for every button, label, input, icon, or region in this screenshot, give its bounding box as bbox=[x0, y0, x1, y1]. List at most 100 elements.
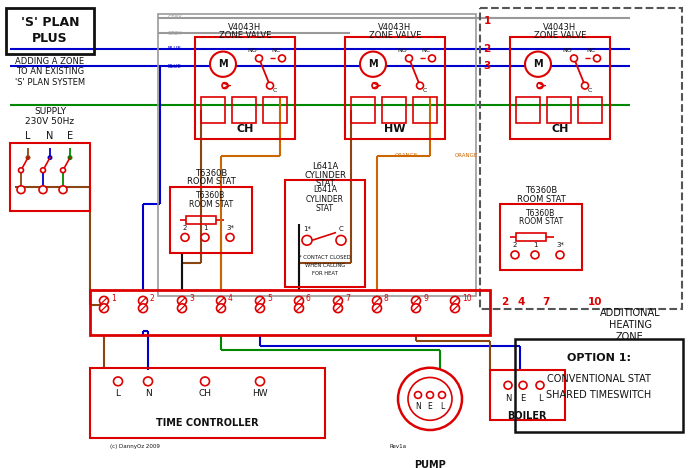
Text: 2: 2 bbox=[513, 242, 518, 248]
Bar bbox=[413, 97, 437, 123]
Circle shape bbox=[556, 251, 564, 259]
Circle shape bbox=[226, 234, 234, 241]
Bar bbox=[547, 97, 571, 123]
Text: NC: NC bbox=[422, 48, 431, 53]
Bar bbox=[186, 216, 216, 224]
Text: NC: NC bbox=[586, 48, 595, 53]
Text: 8: 8 bbox=[384, 294, 388, 303]
Text: 9: 9 bbox=[423, 294, 428, 303]
Text: 1: 1 bbox=[533, 242, 538, 248]
Bar bbox=[578, 97, 602, 123]
Text: C: C bbox=[423, 88, 427, 93]
Bar bbox=[516, 234, 546, 241]
Text: T6360B: T6360B bbox=[525, 186, 557, 195]
Circle shape bbox=[217, 296, 226, 305]
Bar bbox=[158, 14, 476, 296]
Text: M: M bbox=[218, 59, 228, 69]
Text: L: L bbox=[115, 388, 121, 397]
Text: GREY: GREY bbox=[168, 30, 183, 36]
Text: HW: HW bbox=[252, 388, 268, 397]
Text: NO: NO bbox=[562, 48, 572, 53]
Text: 3: 3 bbox=[484, 61, 491, 71]
Text: L: L bbox=[26, 131, 31, 141]
Text: CH: CH bbox=[199, 388, 212, 397]
Text: 1: 1 bbox=[484, 16, 491, 26]
Bar bbox=[382, 97, 406, 123]
Circle shape bbox=[217, 304, 226, 313]
Text: 3*: 3* bbox=[556, 242, 564, 248]
Text: C: C bbox=[588, 88, 592, 93]
Text: ROOM STAT: ROOM STAT bbox=[189, 200, 233, 209]
Text: (c) DannyOz 2009: (c) DannyOz 2009 bbox=[110, 444, 160, 449]
Circle shape bbox=[48, 155, 52, 160]
Circle shape bbox=[255, 55, 262, 62]
Text: BOILER: BOILER bbox=[507, 411, 546, 421]
Text: 3: 3 bbox=[189, 294, 194, 303]
Text: 2: 2 bbox=[150, 294, 155, 303]
Circle shape bbox=[571, 55, 578, 62]
Text: L641A: L641A bbox=[313, 185, 337, 194]
Circle shape bbox=[99, 296, 108, 305]
Circle shape bbox=[333, 296, 342, 305]
Text: ADDITIONAL
HEATING
ZONE: ADDITIONAL HEATING ZONE bbox=[600, 308, 660, 342]
Circle shape bbox=[177, 304, 186, 313]
Circle shape bbox=[451, 296, 460, 305]
Circle shape bbox=[19, 168, 23, 173]
Circle shape bbox=[255, 304, 264, 313]
Text: N: N bbox=[415, 402, 421, 411]
Text: 2: 2 bbox=[484, 44, 491, 54]
Bar bbox=[10, 143, 90, 211]
Text: N: N bbox=[46, 131, 54, 141]
Text: ZONE VALVE: ZONE VALVE bbox=[369, 30, 421, 39]
Bar bbox=[480, 8, 682, 309]
Text: PUMP: PUMP bbox=[414, 460, 446, 468]
Text: C: C bbox=[273, 88, 277, 93]
Bar bbox=[263, 97, 287, 123]
Text: 7: 7 bbox=[542, 297, 550, 307]
Text: CYLINDER: CYLINDER bbox=[304, 171, 346, 180]
Circle shape bbox=[139, 296, 148, 305]
Text: 4: 4 bbox=[228, 294, 233, 303]
Text: M: M bbox=[368, 59, 378, 69]
Text: 1*: 1* bbox=[303, 226, 311, 232]
Text: BLUE: BLUE bbox=[168, 64, 181, 69]
Text: STAT: STAT bbox=[316, 204, 334, 212]
Bar bbox=[500, 205, 582, 271]
Text: 10: 10 bbox=[588, 297, 602, 307]
Text: M: M bbox=[533, 59, 543, 69]
Text: CONVENTIONAL STAT: CONVENTIONAL STAT bbox=[547, 374, 651, 384]
Circle shape bbox=[372, 83, 378, 88]
Circle shape bbox=[222, 83, 228, 88]
Text: 3*: 3* bbox=[226, 225, 234, 231]
Text: 7: 7 bbox=[345, 294, 350, 303]
Text: 1: 1 bbox=[203, 225, 207, 231]
Text: 5: 5 bbox=[267, 294, 272, 303]
Text: V4043H: V4043H bbox=[544, 23, 577, 32]
Bar bbox=[516, 97, 540, 123]
Circle shape bbox=[255, 296, 264, 305]
Text: CYLINDER: CYLINDER bbox=[306, 195, 344, 204]
Bar bbox=[6, 8, 94, 54]
Text: ROOM STAT: ROOM STAT bbox=[517, 195, 565, 204]
Circle shape bbox=[201, 234, 209, 241]
Text: ROOM STAT: ROOM STAT bbox=[186, 177, 235, 186]
Text: SUPPLY
230V 50Hz: SUPPLY 230V 50Hz bbox=[26, 107, 75, 126]
Circle shape bbox=[415, 392, 422, 398]
Text: L: L bbox=[440, 402, 444, 411]
Text: CH: CH bbox=[551, 124, 569, 134]
Text: 10: 10 bbox=[462, 294, 472, 303]
Circle shape bbox=[39, 186, 47, 194]
Bar bbox=[510, 37, 610, 139]
Circle shape bbox=[519, 381, 527, 389]
Text: PLUS: PLUS bbox=[32, 32, 68, 45]
Text: CH: CH bbox=[236, 124, 254, 134]
Bar bbox=[90, 368, 325, 438]
Circle shape bbox=[255, 377, 264, 386]
Circle shape bbox=[177, 296, 186, 305]
Text: NO: NO bbox=[397, 48, 407, 53]
Bar bbox=[515, 338, 683, 432]
Text: T6360B: T6360B bbox=[526, 209, 555, 218]
Circle shape bbox=[439, 392, 446, 398]
Bar bbox=[195, 37, 295, 139]
Circle shape bbox=[336, 235, 346, 245]
